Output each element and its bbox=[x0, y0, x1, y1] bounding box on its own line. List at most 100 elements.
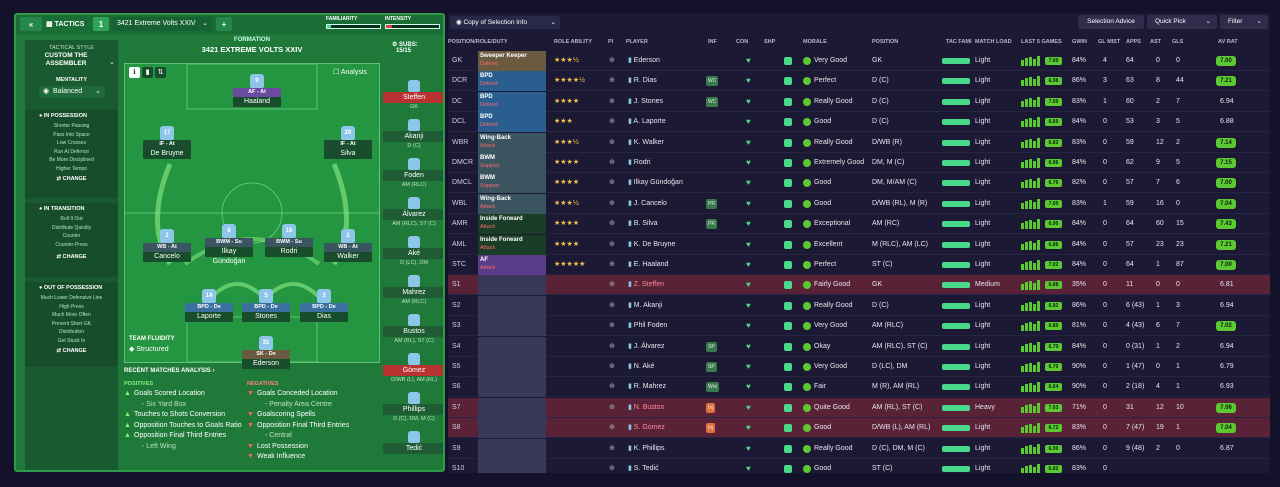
player-card[interactable]: 5 BPD - De Stones bbox=[242, 289, 290, 322]
column-header[interactable]: GWIN bbox=[1072, 39, 1087, 45]
column-header[interactable]: APPS bbox=[1126, 39, 1141, 45]
column-header[interactable]: GLS bbox=[1172, 39, 1184, 45]
sub-player[interactable]: Bustos AM (RL), ST (C) bbox=[383, 314, 443, 345]
player-name[interactable]: ▮ M. Akanji bbox=[628, 296, 662, 316]
pi-icon[interactable]: ⊕ bbox=[609, 342, 615, 350]
column-header[interactable]: MATCH LOAD bbox=[975, 39, 1012, 45]
role-cell[interactable]: BWM Support bbox=[478, 153, 546, 173]
table-row[interactable]: S3 ⊕ ▮ Phil Foden ♥ Very Good AM (RLC) Light 6.… bbox=[448, 316, 1270, 337]
player-card[interactable]: 2 WB - At Cancelo bbox=[143, 229, 191, 262]
column-header[interactable]: PI bbox=[608, 39, 614, 45]
table-row[interactable]: DC BPD Defend ★★★★ ⊕ ▮ J. Stones WC ♥ Really Goo… bbox=[448, 91, 1270, 112]
table-row[interactable]: S1 ⊕ ▮ Z. Steffen ♥ Fairly Good GK Medium 6.88 3… bbox=[448, 275, 1270, 296]
player-name[interactable]: ▮ Ederson bbox=[628, 51, 660, 71]
pi-icon[interactable]: ⊕ bbox=[609, 240, 615, 248]
player-name[interactable]: ▮ A. Laporte bbox=[628, 112, 666, 132]
add-tactic-button[interactable]: + bbox=[216, 17, 232, 31]
pi-icon[interactable]: ⊕ bbox=[609, 301, 615, 309]
table-row[interactable]: DMCR BWM Support ★★★★ ⊕ ▮ Rodri ♥ Extremely Goo… bbox=[448, 153, 1270, 173]
column-header[interactable]: AV RAT bbox=[1218, 39, 1238, 45]
player-name[interactable]: ▮ J. Álvarez bbox=[628, 337, 665, 357]
pi-icon[interactable]: ⊕ bbox=[609, 403, 615, 411]
role-cell[interactable] bbox=[478, 316, 546, 337]
table-row[interactable]: S6 ⊕ ▮ R. Mahrez Wnt ♥ Fair M (R), AM (RL) Ligh… bbox=[448, 377, 1270, 398]
mentality-select[interactable]: ◉ Balanced ⌄ bbox=[39, 86, 105, 98]
table-row[interactable]: S7 ⊕ ▮ N. Bustos Inj ♥ Quite Good AM (RL), ST … bbox=[448, 397, 1270, 418]
player-name[interactable]: ▮ J. Stones bbox=[628, 92, 663, 112]
sub-player[interactable]: Álvarez AM (RLC), ST (C) bbox=[383, 197, 443, 228]
column-header[interactable]: ROLE ABILITY bbox=[554, 39, 592, 45]
role-cell[interactable]: Inside Forward Attack bbox=[478, 234, 546, 255]
player-name[interactable]: ▮ N. Aké bbox=[628, 357, 654, 377]
info-icon[interactable]: ℹ bbox=[129, 67, 140, 78]
recent-matches-analysis-link[interactable]: RECENT MATCHES ANALYSIS › bbox=[124, 368, 215, 374]
sub-player[interactable]: Steffen GK bbox=[383, 80, 443, 111]
player-name[interactable]: ▮ N. Bustos bbox=[628, 398, 664, 418]
pi-icon[interactable]: ⊕ bbox=[609, 444, 615, 452]
pi-icon[interactable]: ⊕ bbox=[609, 383, 615, 391]
pi-icon[interactable]: ⊕ bbox=[609, 363, 615, 370]
table-row[interactable]: DCL BPD Defend ★★★ ⊕ ▮ A. Laporte ♥ Good D (C) Li… bbox=[448, 112, 1270, 133]
player-name[interactable]: ▮ Rodri bbox=[628, 153, 651, 173]
pi-icon[interactable]: ⊕ bbox=[609, 424, 615, 432]
role-cell[interactable] bbox=[478, 336, 546, 357]
column-header[interactable]: POSITION/ROLE/DUTY bbox=[448, 39, 508, 45]
player-card[interactable]: 8 BWM - Su Ilkay Gündoğan bbox=[205, 224, 253, 265]
table-row[interactable]: DMCL BWM Support ★★★★ ⊕ ▮ Ilkay Gündoğan ♥ Good… bbox=[448, 173, 1270, 194]
pi-icon[interactable]: ⊕ bbox=[609, 97, 615, 105]
tactic-number[interactable]: 1 bbox=[93, 17, 109, 31]
pi-icon[interactable]: ⊕ bbox=[609, 57, 615, 64]
sort-icon[interactable]: ⇅ bbox=[155, 67, 166, 78]
player-card[interactable]: 31 SK - De Ederson bbox=[242, 336, 290, 369]
quick-pick-button[interactable]: Quick Pick ⌄ bbox=[1147, 15, 1217, 29]
player-name[interactable]: ▮ J. Cancelo bbox=[628, 194, 667, 214]
pi-icon[interactable]: ⊕ bbox=[609, 179, 615, 187]
player-name[interactable]: ▮ Phil Foden bbox=[628, 316, 667, 336]
sub-player[interactable]: Akanji D (C) bbox=[383, 119, 443, 150]
pi-icon[interactable]: ⊕ bbox=[609, 465, 615, 472]
table-row[interactable]: S2 ⊕ ▮ M. Akanji ♥ Really Good D (C) Light 6.92… bbox=[448, 295, 1270, 316]
table-row[interactable]: S4 ⊕ ▮ J. Álvarez SP ♥ Okay AM (RLC), ST (C) Li… bbox=[448, 336, 1270, 357]
player-name[interactable]: ▮ K. Walker bbox=[628, 133, 664, 153]
tactical-style-name[interactable]: CUSTOM THE ASSEMBLER bbox=[44, 52, 88, 67]
table-row[interactable]: S8 ⊕ ▮ S. Gómez Inj ♥ Good D/WB (L), AM (RL) Li… bbox=[448, 418, 1270, 439]
sub-player[interactable]: Mahrez AM (RLC) bbox=[383, 275, 443, 306]
role-cell[interactable]: AF Attack bbox=[478, 255, 546, 275]
role-cell[interactable] bbox=[478, 295, 546, 316]
table-row[interactable]: S10 ⊕ ▮ S. Tedić ♥ Good ST (C) Light 6.82 83% 0 bbox=[448, 459, 1270, 473]
tactic-selector[interactable]: 3421 Extreme Volts XXIV ⌄ bbox=[112, 17, 212, 31]
pi-icon[interactable]: ⊕ bbox=[609, 159, 615, 166]
player-card[interactable]: 17 IF - At De Bruyne bbox=[143, 126, 191, 159]
stats-icon[interactable]: ▮ bbox=[142, 67, 153, 78]
table-row[interactable]: WBL Wing-Back Attack ★★★½ ⊕ ▮ J. Cancelo PR ♥ Go… bbox=[448, 193, 1270, 214]
change-in-transition-button[interactable]: ⇄ CHANGE bbox=[25, 254, 118, 260]
player-card[interactable]: 20 IF - At Silva bbox=[324, 126, 372, 159]
role-cell[interactable] bbox=[478, 275, 546, 296]
pi-icon[interactable]: ⊕ bbox=[609, 281, 615, 289]
player-card[interactable]: 2 WB - At Walker bbox=[324, 229, 372, 262]
sub-player[interactable]: Tedić bbox=[383, 431, 443, 454]
role-cell[interactable]: Wing-Back Attack bbox=[478, 132, 546, 153]
column-header[interactable]: CON bbox=[736, 39, 749, 45]
column-header[interactable]: POSITION bbox=[872, 39, 899, 45]
analysis-toggle[interactable]: ☐ Analysis bbox=[333, 68, 367, 76]
role-cell[interactable]: Sweeper Keeper Defend bbox=[478, 51, 546, 71]
pi-icon[interactable]: ⊕ bbox=[609, 118, 615, 126]
player-name[interactable]: ▮ R. Mahrez bbox=[628, 377, 666, 397]
table-row[interactable]: AML Inside Forward Attack ★★★★ ⊕ ▮ K. De Bruy… bbox=[448, 234, 1270, 255]
table-row[interactable]: DCR BPD Defend ★★★★½ ⊕ ▮ R. Dias WC ♥ Perfect D (… bbox=[448, 71, 1270, 92]
back-button[interactable]: « bbox=[20, 17, 42, 31]
player-card[interactable]: 3 BPD - De Dias bbox=[300, 289, 348, 322]
pi-icon[interactable]: ⊕ bbox=[609, 322, 615, 330]
role-cell[interactable] bbox=[478, 418, 546, 439]
table-row[interactable]: S9 ⊕ ▮ K. Phillips ♥ Really Good D (C), DM, M… bbox=[448, 438, 1270, 459]
player-name[interactable]: ▮ K. De Bruyne bbox=[628, 235, 675, 255]
pi-icon[interactable]: ⊕ bbox=[609, 220, 615, 228]
role-cell[interactable]: BWM Support bbox=[478, 173, 546, 194]
column-header[interactable]: INF bbox=[708, 39, 717, 45]
pi-icon[interactable]: ⊕ bbox=[609, 138, 615, 146]
pi-icon[interactable]: ⊕ bbox=[609, 199, 615, 207]
view-selector[interactable]: ◉ Copy of Selection Info ⌄ bbox=[450, 16, 560, 29]
selection-advice-button[interactable]: Selection Advice bbox=[1078, 15, 1144, 29]
player-name[interactable]: ▮ S. Gómez bbox=[628, 418, 665, 438]
